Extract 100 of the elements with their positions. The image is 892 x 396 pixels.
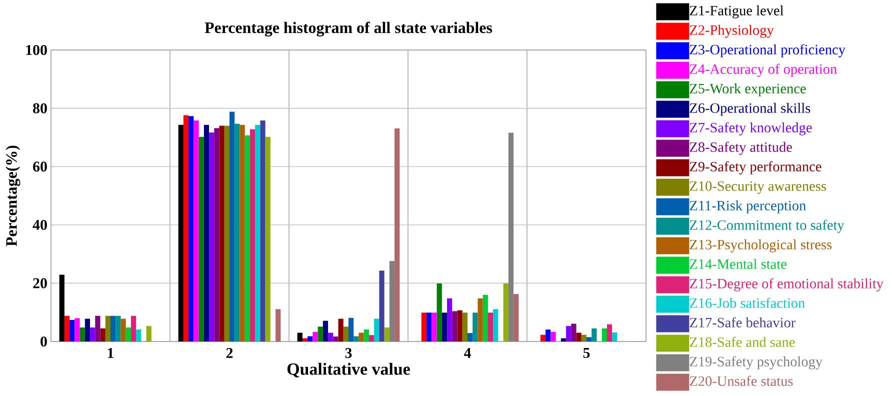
bar	[379, 270, 384, 342]
legend-label: Z4-Accuracy of operation	[690, 64, 837, 77]
y-tick-label: 80	[33, 103, 47, 114]
legend-label: Z18-Safe and sane	[690, 336, 795, 347]
bar	[576, 332, 582, 342]
bar	[328, 332, 334, 342]
bar	[178, 124, 184, 342]
bar	[364, 330, 369, 342]
bar	[209, 132, 214, 342]
bar	[183, 115, 189, 342]
bar	[586, 337, 592, 342]
y-tick-label: 0	[40, 336, 47, 347]
x-tick-label: 4	[464, 348, 471, 358]
legend-label: Z2-Physiology	[690, 24, 774, 38]
bar	[90, 328, 96, 342]
bar	[95, 316, 100, 342]
legend-label: Z1-Fatigue level	[690, 5, 784, 18]
legend-label: Z13-Psychological stress	[690, 239, 832, 252]
legend-label: Z12-Commitment to safety	[690, 220, 844, 233]
bar	[421, 312, 427, 342]
bar	[592, 328, 597, 342]
bar	[110, 316, 116, 342]
bar	[606, 324, 612, 342]
legend-label: Z14-Mental state	[690, 258, 786, 269]
bar	[348, 318, 354, 342]
bar	[462, 312, 468, 342]
bar	[612, 332, 618, 342]
bar	[318, 326, 323, 342]
bar	[442, 312, 448, 342]
legend-label: Z9-Safety performance	[690, 161, 822, 174]
bar	[447, 298, 452, 342]
bar	[116, 316, 121, 342]
bar	[478, 298, 483, 342]
bar	[354, 336, 359, 342]
bar	[550, 332, 556, 342]
bar	[338, 318, 344, 342]
bar	[105, 316, 110, 342]
bar	[260, 120, 266, 342]
legend-label: Z15-Degree of emotional stability	[690, 278, 884, 292]
x-tick-label: 2	[226, 348, 233, 358]
bar	[244, 135, 250, 342]
bar	[374, 318, 380, 342]
bar	[394, 128, 400, 342]
bar	[84, 318, 90, 342]
x-tick-label: 3	[345, 348, 352, 358]
y-tick-label: 20	[33, 278, 47, 288]
bar	[255, 124, 260, 342]
bar	[302, 338, 308, 342]
bar	[472, 312, 478, 342]
bar	[214, 128, 220, 342]
bar	[297, 332, 302, 342]
bar	[503, 283, 508, 342]
legend-label: Z8-Safety attitude	[690, 142, 792, 155]
bar	[276, 309, 281, 342]
bar	[219, 126, 224, 342]
bar	[571, 324, 576, 342]
bar	[493, 309, 498, 342]
bar	[312, 332, 318, 342]
bar	[560, 338, 566, 342]
legend-label: Z17-Safe behavior	[690, 317, 796, 328]
bar	[514, 294, 519, 342]
bar	[194, 120, 199, 342]
bar	[204, 124, 210, 342]
bar	[224, 126, 230, 342]
bar	[566, 326, 572, 342]
y-axis-title: Percentage(%)	[6, 146, 20, 246]
legend-label: Z6-Operational skills	[690, 102, 810, 116]
bar	[343, 326, 349, 342]
bar	[546, 330, 551, 342]
bar	[358, 332, 364, 342]
bar	[602, 328, 607, 342]
bar	[146, 326, 152, 342]
bar	[64, 316, 70, 342]
bar	[432, 312, 437, 342]
bar	[384, 328, 390, 342]
bar	[240, 124, 245, 342]
bar	[308, 336, 313, 342]
bar	[581, 334, 587, 342]
legend-label: Z10-Security awareness	[690, 181, 826, 194]
bar	[368, 335, 374, 342]
bar	[389, 261, 395, 342]
bar	[74, 318, 80, 342]
bar	[230, 112, 235, 342]
bar	[333, 336, 338, 342]
bar	[482, 294, 488, 342]
legend-label: Z16-Job satisfaction	[690, 298, 805, 308]
x-axis-title: Qualitative value	[287, 362, 410, 378]
bar	[198, 136, 204, 342]
legend-label: Z19-Safety psychology	[690, 356, 822, 370]
bar	[468, 333, 473, 342]
legend-label: Z11-Risk perception	[690, 200, 806, 214]
bar	[100, 328, 106, 342]
legend-label: Z20-Unsafe status	[690, 376, 793, 386]
bar	[234, 124, 240, 342]
bar	[322, 320, 328, 342]
bar	[436, 283, 442, 342]
y-tick-label: 100	[26, 44, 47, 56]
bar	[120, 318, 126, 342]
legend-label: Z3-Operational proficiency	[690, 44, 846, 58]
bar	[70, 320, 75, 342]
